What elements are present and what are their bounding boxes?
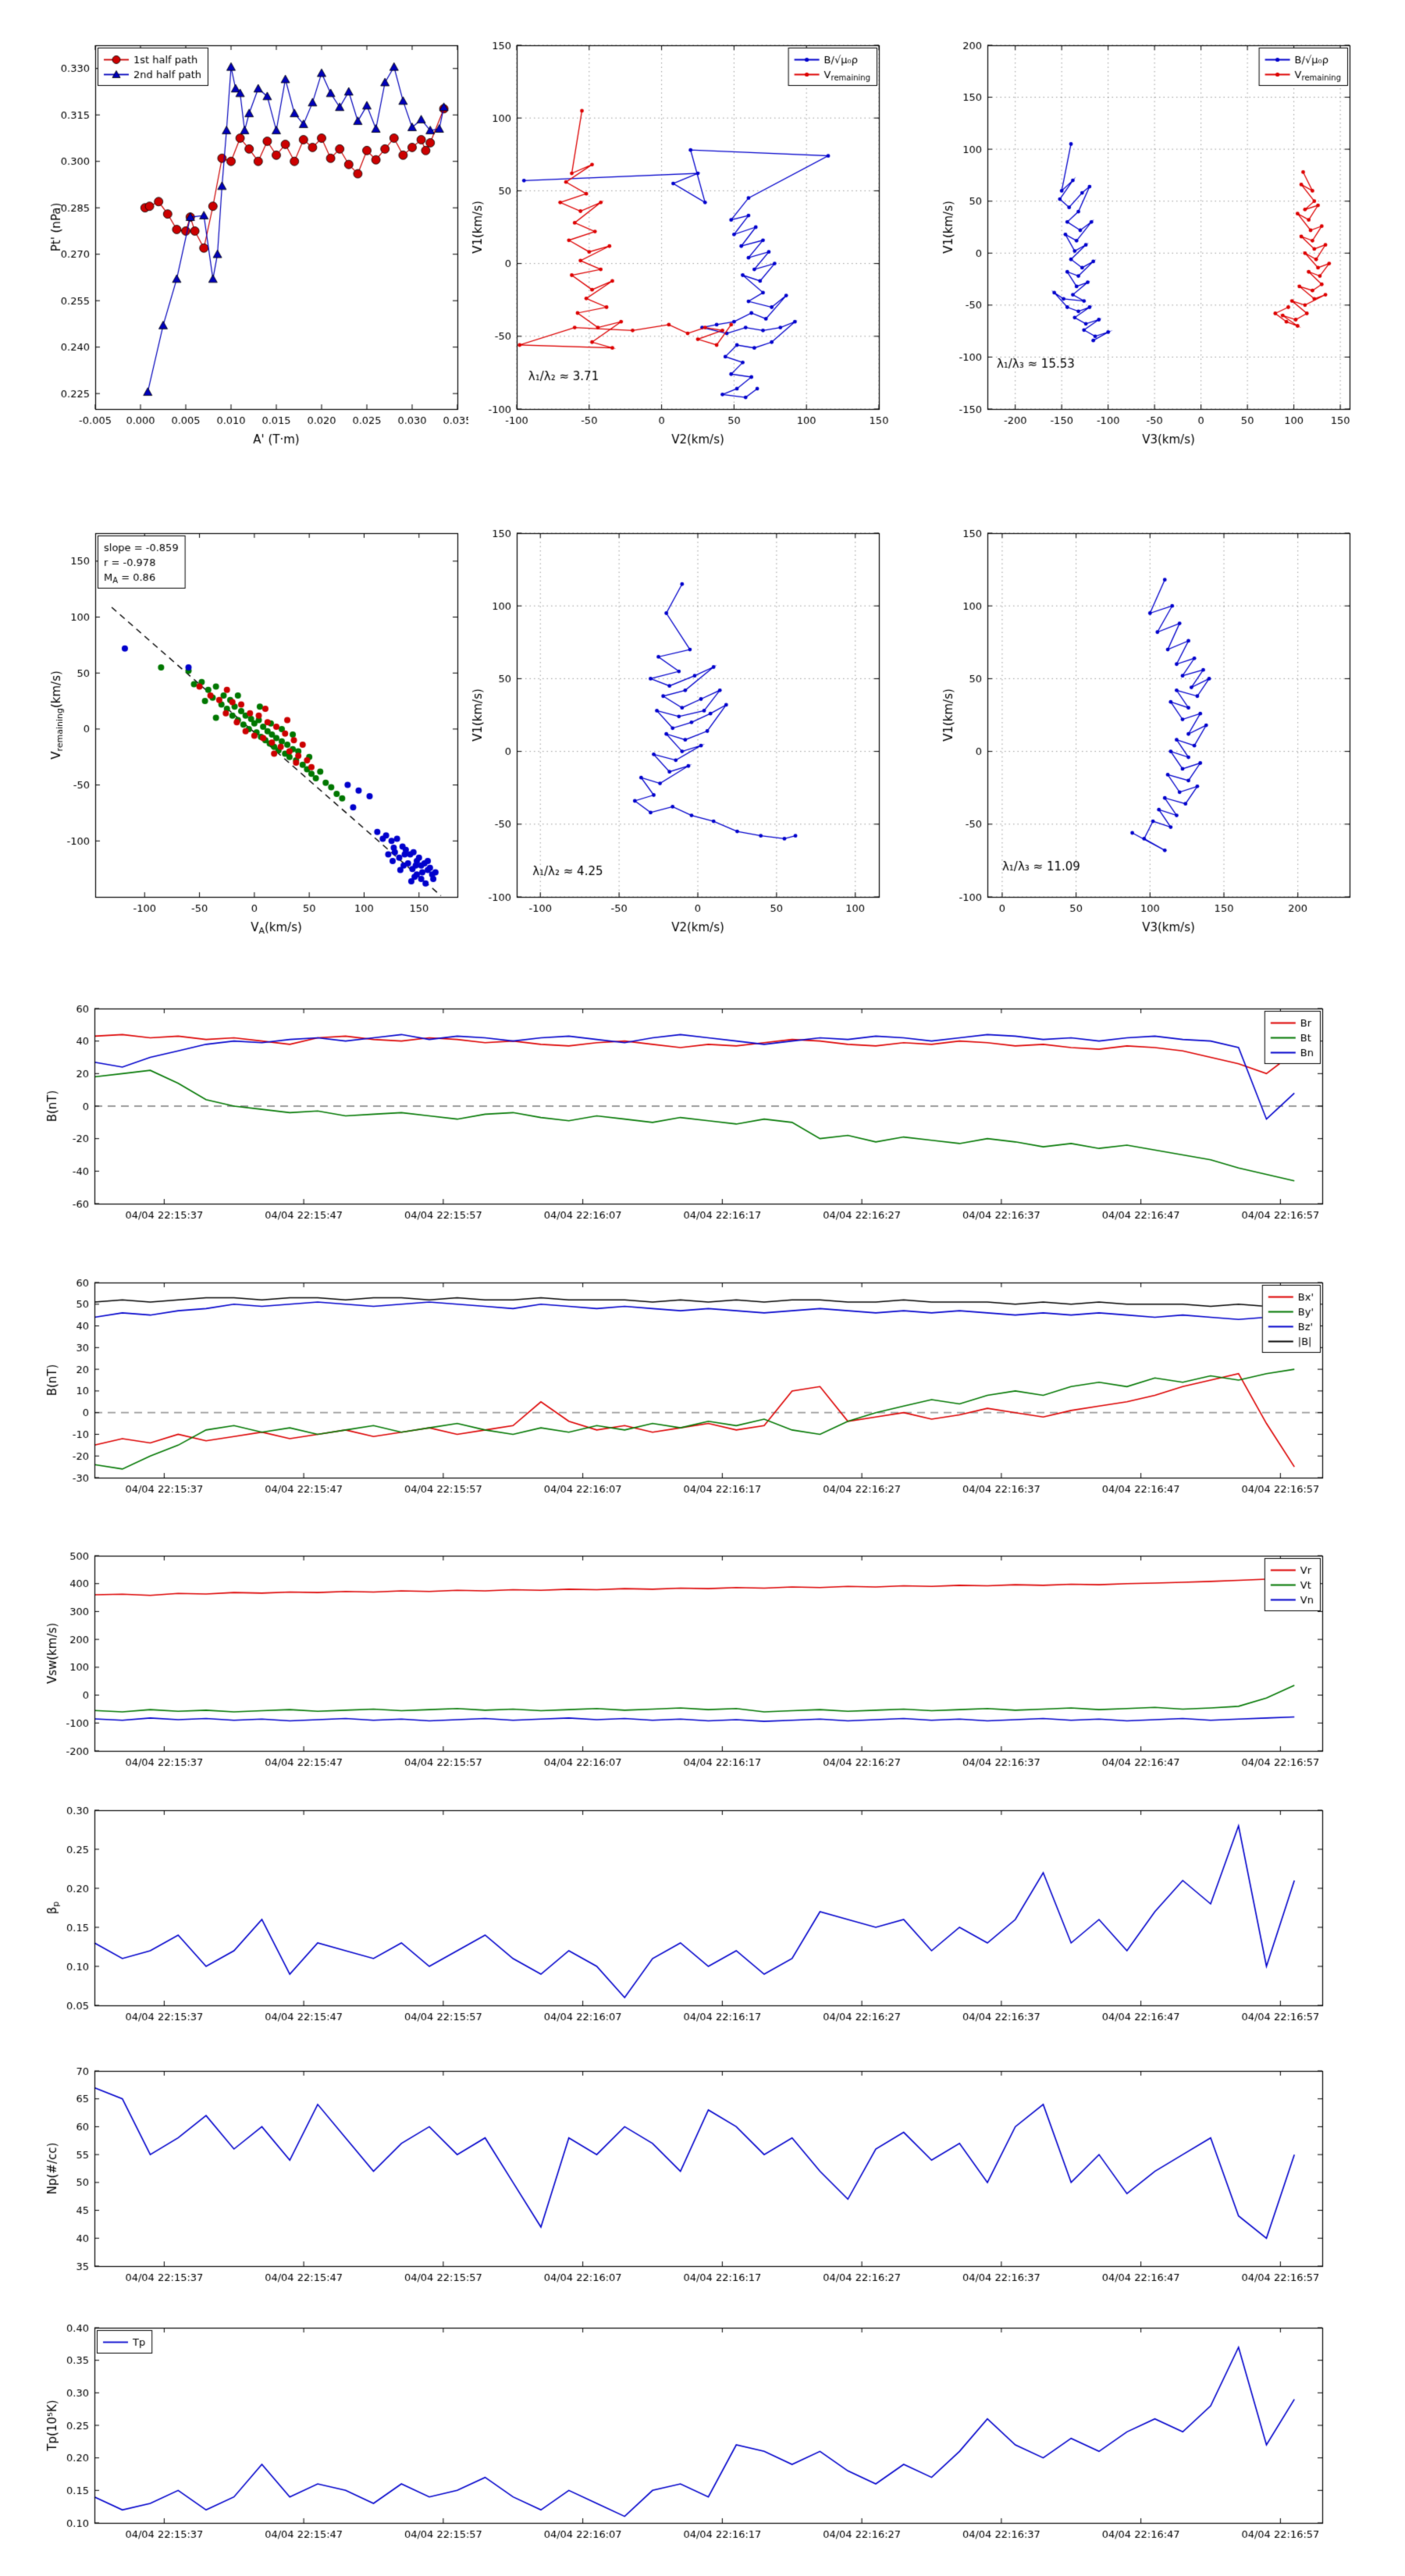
chart-magnetic-field-fluxrope: Magnetic Field (Flux Rope Frame)	[43, 1242, 1374, 1503]
chart-hodogram-v2v1-mvab: Hodogram(V2_V1 MVAB frame)	[468, 14, 890, 453]
proton-number-density-plot	[43, 2030, 1374, 2292]
chart-hodogram-v3v1-mvab: Hodogram(V3_V1 MVAB frame)	[939, 14, 1361, 453]
chart-walen-test: WalenTest	[47, 502, 468, 941]
magnetic-field-rtn-plot	[43, 968, 1374, 1229]
chart-magnetic-field-rtn: Magnetic Field (RTN Frame)	[43, 968, 1374, 1229]
plasma-beta-plot	[43, 1770, 1374, 2031]
chart-proton-number-density: Proton Number Density	[43, 2030, 1374, 2292]
chart-solar-wind-velocity: Solar Wind Velocity (RTN Frame)	[43, 1515, 1374, 1777]
chart-plasma-beta: Plasma Beta	[43, 1770, 1374, 2031]
hodogram-v3v1-mvab-plot	[939, 14, 1361, 453]
hodogram-v2v1-mvav-plot	[468, 502, 890, 941]
magnetic-field-fluxrope-plot	[43, 1242, 1374, 1503]
solar-wind-velocity-plot	[43, 1515, 1374, 1777]
chart-hodogram-v2v1-mvav: Hodogram (V2_V1 MVAVremaining frame)	[468, 502, 890, 941]
walen-test-plot	[47, 502, 468, 941]
transverse-pressure-plot	[47, 14, 468, 453]
proton-temperature-plot	[43, 2287, 1374, 2549]
hodogram-v2v1-mvab-plot	[468, 14, 890, 453]
chart-hodogram-v3v1-mvav: Hodogram (V3_V1 MVAVremaining frame)	[939, 502, 1361, 941]
chart-transverse-pressure: Transverse pressure	[47, 14, 468, 453]
chart-proton-temperature: Proton Temperature and Te/Tp	[43, 2287, 1374, 2549]
hodogram-v3v1-mvav-plot	[939, 502, 1361, 941]
